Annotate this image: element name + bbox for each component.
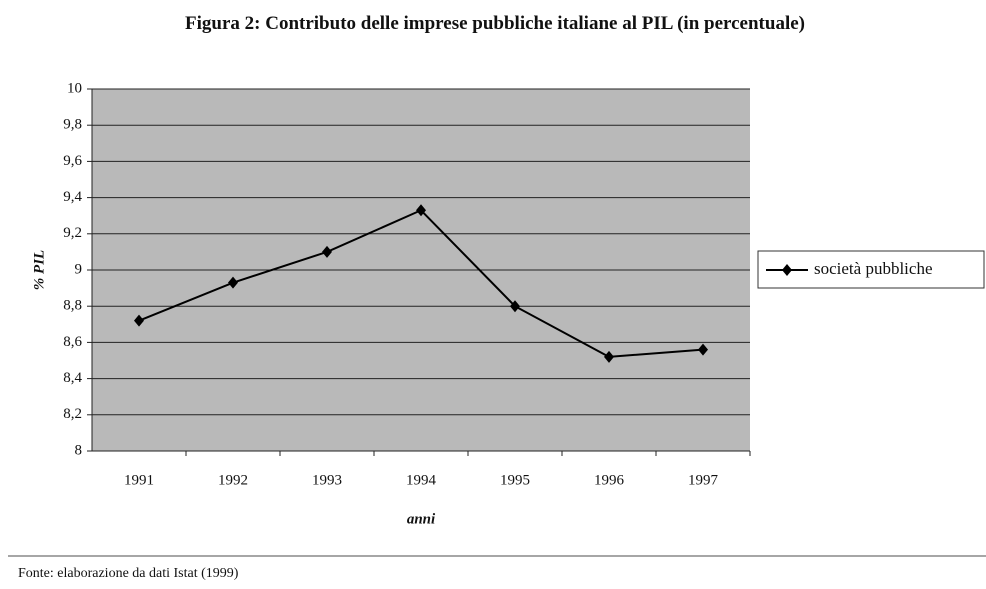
- x-axis-label: anni: [407, 511, 436, 527]
- y-tick-label: 9,4: [63, 189, 82, 205]
- y-axis-label: % PIL: [31, 250, 47, 290]
- y-tick-label: 8,4: [63, 370, 82, 386]
- data-point: [604, 350, 614, 363]
- y-tick-label: 10: [67, 80, 82, 96]
- x-tick-label: 1997: [688, 472, 719, 488]
- data-point: [698, 343, 708, 356]
- y-tick-label: 9,2: [63, 225, 82, 241]
- x-tick-label: 1995: [500, 472, 530, 488]
- y-tick-label: 8: [75, 442, 83, 458]
- y-tick-label: 9,8: [63, 117, 82, 133]
- y-tick-label: 8,8: [63, 298, 82, 314]
- chart: % PIL anni 8 8,2 8,4 8,6 8,8 9 9,2 9,4 9,6 9,8 10 1…: [8, 80, 986, 557]
- data-point: [510, 300, 520, 313]
- x-tick-label: 1996: [594, 472, 625, 488]
- data-point: [228, 276, 238, 289]
- y-tick-label: 9: [75, 261, 83, 277]
- data-point: [134, 314, 144, 327]
- y-tick-label: 8,6: [63, 334, 82, 350]
- source-note: Fonte: elaborazione da dati Istat (1999): [18, 566, 239, 581]
- x-tick-label: 1991: [124, 472, 154, 488]
- x-tick-label: 1992: [218, 472, 248, 488]
- data-point: [416, 204, 426, 217]
- x-tick-label: 1993: [312, 472, 342, 488]
- y-tick-label: 8,2: [63, 406, 82, 422]
- legend-label: società pubbliche: [814, 259, 933, 278]
- y-tick-label: 9,6: [63, 153, 82, 169]
- legend-marker: [782, 264, 792, 276]
- x-tick-label: 1994: [406, 472, 437, 488]
- data-point: [322, 245, 332, 258]
- chart-title: Figura 2: Contributo delle imprese pubbl…: [185, 13, 805, 34]
